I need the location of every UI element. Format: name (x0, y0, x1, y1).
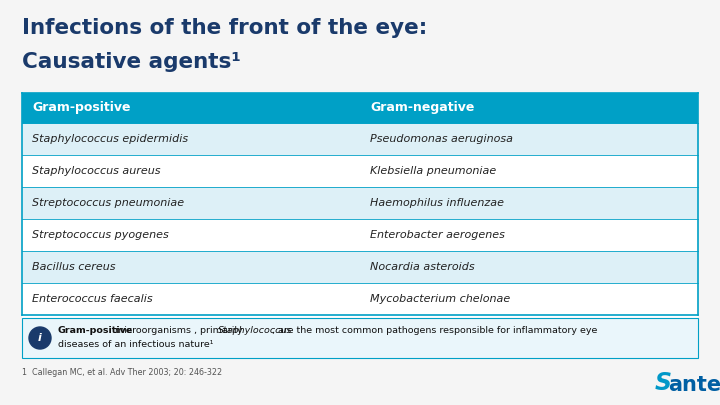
Bar (22, 318, 698, 358)
Text: Enterobacter aerogenes: Enterobacter aerogenes (370, 230, 505, 240)
Bar (22, 283, 698, 315)
Text: Enterococcus faecalis: Enterococcus faecalis (32, 294, 153, 304)
Text: Infections of the front of the eye:: Infections of the front of the eye: (22, 18, 427, 38)
Text: Gram-positive microorganisms , primarily Staphylococcus, are the most common pat: Gram-positive microorganisms , primarily… (58, 326, 658, 335)
Text: , are the most common pathogens responsible for inflammatory eye: , are the most common pathogens responsi… (271, 326, 597, 335)
Circle shape (29, 327, 51, 349)
Text: i: i (38, 333, 42, 343)
Text: anten: anten (668, 375, 720, 395)
Bar (22, 187, 698, 219)
Bar (22, 123, 698, 155)
Text: Pseudomonas aeruginosa: Pseudomonas aeruginosa (370, 134, 513, 144)
Text: Staphylococcus epidermidis: Staphylococcus epidermidis (32, 134, 188, 144)
Text: diseases of an infectious nature¹: diseases of an infectious nature¹ (58, 340, 214, 349)
Bar (22, 93, 698, 123)
Text: Streptococcus pyogenes: Streptococcus pyogenes (32, 230, 168, 240)
Text: 1  Callegan MC, et al. Adv Ther 2003; 20: 246-322: 1 Callegan MC, et al. Adv Ther 2003; 20:… (22, 368, 222, 377)
Text: S: S (655, 371, 672, 395)
Text: Gram-positive: Gram-positive (58, 326, 133, 335)
Text: Causative agents¹: Causative agents¹ (22, 52, 241, 72)
Text: Nocardia asteroids: Nocardia asteroids (370, 262, 474, 272)
Text: Klebsiella pneumoniae: Klebsiella pneumoniae (370, 166, 496, 176)
Bar (22, 93, 698, 345)
Text: Haemophilus influenzae: Haemophilus influenzae (370, 198, 504, 208)
Text: Gram-positive: Gram-positive (32, 102, 130, 115)
Bar (22, 251, 698, 283)
Text: microorganisms , primarily: microorganisms , primarily (112, 326, 246, 335)
Bar (22, 155, 698, 187)
Text: Gram-negative: Gram-negative (370, 102, 474, 115)
Text: Mycobacterium chelonae: Mycobacterium chelonae (370, 294, 510, 304)
Text: Staphylococcus aureus: Staphylococcus aureus (32, 166, 161, 176)
Text: Staphylococcus: Staphylococcus (218, 326, 293, 335)
Text: Streptococcus pneumoniae: Streptococcus pneumoniae (32, 198, 184, 208)
Text: Bacillus cereus: Bacillus cereus (32, 262, 115, 272)
Bar (22, 219, 698, 251)
